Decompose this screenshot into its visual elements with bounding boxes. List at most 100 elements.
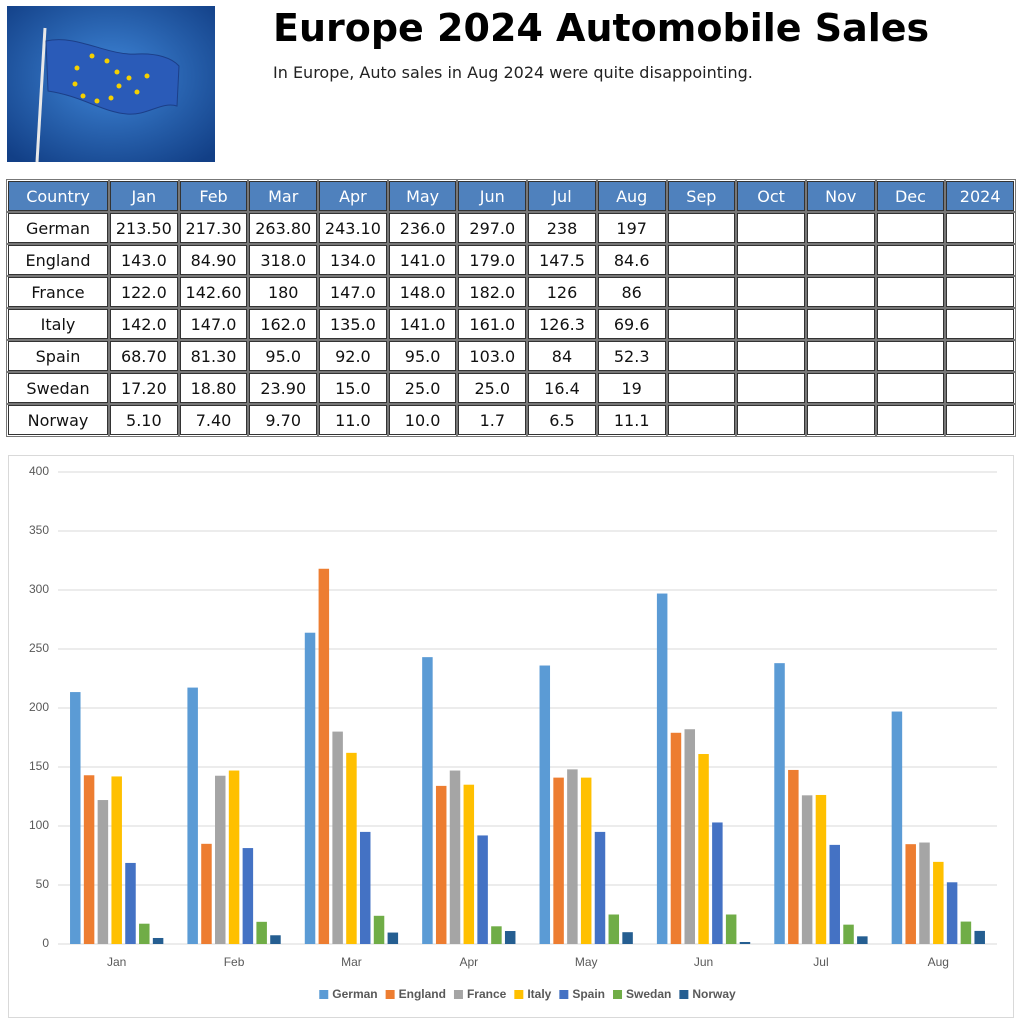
bar — [152, 937, 164, 944]
bar — [97, 800, 109, 944]
table-cell: 19 — [595, 371, 668, 405]
table-cell — [665, 403, 738, 437]
table-cell — [804, 371, 877, 405]
legend-swatch — [385, 990, 395, 999]
table-cell: 141.0 — [386, 307, 459, 341]
table-cell — [874, 211, 947, 245]
bar — [567, 769, 578, 944]
table-cell: 17.20 — [108, 371, 180, 405]
table-cell — [735, 211, 807, 245]
bar — [843, 924, 854, 944]
bar — [698, 754, 709, 944]
table-cell: 84.90 — [177, 243, 250, 277]
table-cell: 318.0 — [247, 243, 320, 277]
flag-image — [7, 6, 215, 162]
table-cell: 126 — [526, 275, 598, 309]
legend-swatch — [453, 990, 463, 999]
table-cell: 52.3 — [595, 339, 668, 373]
table-cell: 5.10 — [108, 403, 180, 437]
table-cell — [804, 339, 877, 373]
x-tick-label: Apr — [459, 955, 478, 969]
bar — [580, 777, 592, 944]
y-tick-label: 350 — [29, 523, 49, 537]
bar — [553, 777, 564, 944]
legend-label: Spain — [572, 987, 605, 1001]
bar — [491, 926, 502, 944]
header-cell: May — [386, 179, 459, 213]
bar — [504, 931, 516, 944]
table-cell: German — [6, 211, 110, 245]
bar — [905, 844, 916, 944]
table-cell: 25.0 — [456, 371, 529, 405]
bar — [215, 775, 226, 944]
table-cell: 25.0 — [386, 371, 459, 405]
table-cell: 103.0 — [456, 339, 529, 373]
table-cell — [944, 307, 1016, 341]
legend-swatch — [319, 990, 329, 999]
table-cell — [735, 243, 807, 277]
table-cell — [665, 307, 738, 341]
table-cell — [804, 211, 877, 245]
y-tick-label: 150 — [29, 759, 49, 773]
legend-swatch — [559, 990, 569, 999]
table-cell: 122.0 — [108, 275, 180, 309]
bar — [449, 770, 461, 944]
table-cell: 11.0 — [317, 403, 389, 437]
table-cell — [665, 211, 738, 245]
table-cell: 135.0 — [317, 307, 389, 341]
table-cell — [665, 243, 738, 277]
table-cell: 142.60 — [177, 275, 250, 309]
header-cell: Mar — [247, 179, 320, 213]
bar — [539, 665, 551, 944]
y-tick-label: 400 — [29, 464, 49, 478]
table-cell: 84.6 — [595, 243, 668, 277]
table-cell: 68.70 — [108, 339, 180, 373]
bar — [346, 752, 357, 944]
header-cell: 2024 — [944, 179, 1016, 213]
legend-swatch — [679, 990, 689, 999]
table-cell: 238 — [526, 211, 598, 245]
bar — [946, 882, 958, 944]
table-cell: 217.30 — [177, 211, 250, 245]
table-cell: 142.0 — [108, 307, 180, 341]
table-cell: England — [6, 243, 110, 277]
bar — [373, 915, 385, 944]
table-cell — [665, 275, 738, 309]
header-cell: Jan — [108, 179, 180, 213]
header-cell: Country — [6, 179, 110, 213]
table-cell: 18.80 — [177, 371, 250, 405]
table-cell: 15.0 — [317, 371, 389, 405]
table-cell — [804, 307, 877, 341]
y-tick-label: 200 — [29, 700, 49, 714]
legend-label: England — [399, 987, 446, 1001]
bar — [139, 923, 150, 944]
table-cell: 11.1 — [595, 403, 668, 437]
table-cell: 147.5 — [526, 243, 598, 277]
subtitle: In Europe, Auto sales in Aug 2024 were q… — [273, 63, 753, 82]
y-tick-label: 0 — [42, 936, 49, 950]
table-cell — [944, 339, 1016, 373]
table-cell: 69.6 — [595, 307, 668, 341]
table-cell: 7.40 — [177, 403, 250, 437]
table-cell: Swedan — [6, 371, 110, 405]
table-cell: 213.50 — [108, 211, 180, 245]
bar — [125, 862, 136, 944]
table-cell: 141.0 — [386, 243, 459, 277]
table-cell: 86 — [595, 275, 668, 309]
table-cell — [874, 371, 947, 405]
table-cell: 197 — [595, 211, 668, 245]
table-cell: 134.0 — [317, 243, 389, 277]
bar — [974, 930, 985, 944]
table-cell: 95.0 — [247, 339, 320, 373]
bar — [960, 921, 972, 944]
bar — [622, 932, 633, 944]
bar — [919, 842, 930, 944]
bar — [332, 731, 343, 944]
table-cell: 147.0 — [177, 307, 250, 341]
x-tick-label: Jan — [107, 955, 126, 969]
table-cell: 297.0 — [456, 211, 529, 245]
bar — [70, 692, 81, 944]
table-cell: 23.90 — [247, 371, 320, 405]
